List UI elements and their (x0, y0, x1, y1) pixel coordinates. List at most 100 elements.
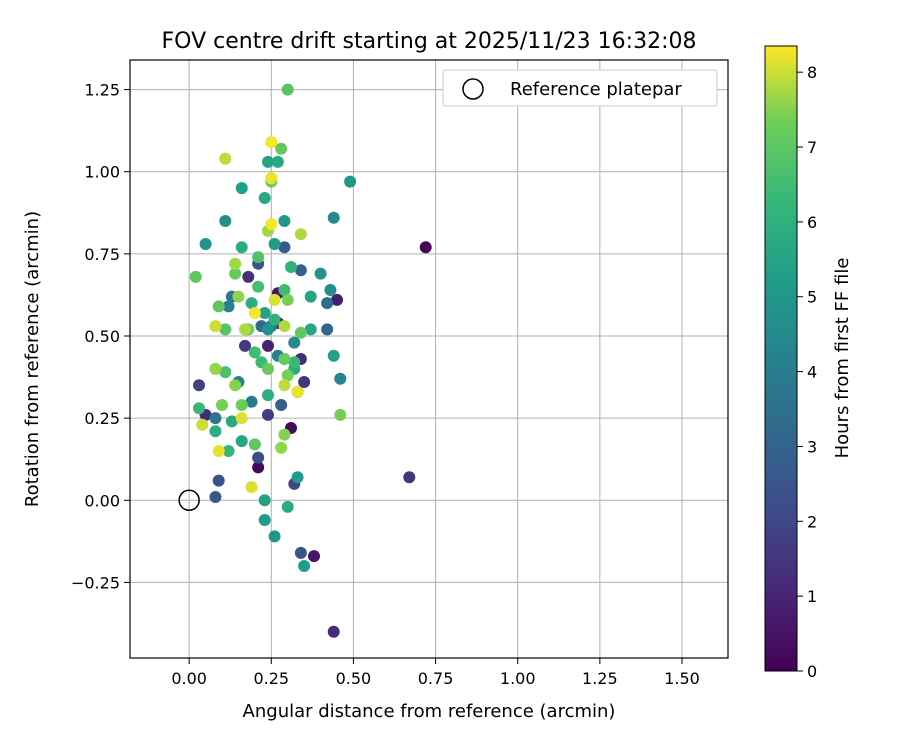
data-point (308, 550, 320, 563)
data-point (262, 155, 274, 168)
data-point (268, 293, 281, 306)
colorbar-tick-label: 3 (807, 437, 817, 456)
data-point (288, 356, 301, 369)
colorbar-tick-label: 6 (807, 213, 817, 232)
data-point (291, 385, 304, 398)
data-point (219, 366, 232, 379)
data-point (232, 290, 245, 303)
data-point (196, 418, 209, 431)
data-point (248, 307, 261, 319)
y-axis-label: Rotation from reference (arcmin) (22, 211, 43, 507)
data-point (327, 349, 340, 362)
data-point (225, 415, 238, 428)
data-point (229, 267, 242, 280)
data-point (419, 241, 432, 254)
legend: Reference platepar (442, 69, 718, 107)
data-point (193, 379, 205, 392)
x-tick-label: 0.25 (253, 669, 289, 688)
data-point (209, 320, 222, 333)
data-point (245, 297, 258, 310)
reference-platepar-marker (178, 489, 200, 512)
data-point (265, 172, 278, 185)
y-tick-label: 0.25 (84, 409, 120, 428)
colorbar-gradient (764, 45, 798, 672)
data-point (212, 300, 225, 313)
data-point (222, 300, 235, 313)
grid-lines (130, 60, 728, 658)
data-point (268, 313, 281, 326)
y-tick-label: 0.75 (84, 245, 120, 264)
data-point (275, 399, 288, 411)
data-point (304, 323, 317, 336)
data-point (212, 445, 225, 457)
data-point (222, 445, 235, 457)
x-axis-label: Angular distance from reference (arcmin) (243, 701, 616, 722)
colorbar-tick-label: 8 (807, 63, 817, 82)
data-point (304, 290, 317, 303)
data-point (334, 408, 347, 421)
colorbar-label: Hours from first FF file (832, 258, 853, 459)
data-point (209, 425, 222, 438)
data-point (281, 500, 294, 513)
colorbar: 0 1 2 3 4 5 6 7 8 Hours from first FF file (764, 45, 853, 681)
data-point (314, 267, 327, 280)
x-tick-label: 0.00 (171, 669, 207, 688)
data-point (281, 83, 294, 96)
x-tick-label: 0.75 (418, 669, 454, 688)
colorbar-tick-label: 4 (807, 363, 817, 382)
data-point (252, 451, 265, 464)
data-point (265, 136, 278, 149)
legend-reference-marker (462, 78, 484, 100)
data-point (278, 241, 291, 254)
data-point (278, 353, 291, 365)
x-tick-label: 1.25 (582, 669, 618, 688)
data-point (265, 218, 278, 231)
data-point (245, 395, 258, 408)
data-point (212, 474, 225, 487)
data-point (252, 251, 265, 264)
data-point (294, 264, 307, 277)
x-tick-label: 1.00 (500, 669, 536, 688)
data-point (298, 560, 311, 572)
y-axis-ticks: −0.25 0.00 0.25 0.50 0.75 1.00 1.25 (71, 81, 130, 592)
data-point (258, 307, 271, 319)
y-tick-label: 1.25 (84, 81, 120, 100)
y-tick-label: 0.50 (84, 327, 120, 346)
chart-title: FOV centre drift starting at 2025/11/23 … (162, 29, 697, 54)
data-point (331, 293, 343, 306)
colorbar-ticks: 0 1 2 3 4 5 6 7 8 (797, 63, 817, 681)
data-point (262, 323, 274, 336)
colorbar-tick-label: 2 (807, 512, 817, 531)
legend-entry-reference: Reference platepar (510, 79, 682, 100)
data-point (281, 293, 294, 306)
data-point (262, 389, 274, 402)
data-point (252, 280, 265, 293)
data-point (239, 323, 251, 336)
data-point (258, 514, 271, 526)
data-point (235, 241, 248, 254)
data-point (258, 192, 271, 204)
data-point (294, 228, 307, 241)
data-point (278, 320, 291, 333)
data-point (281, 369, 294, 382)
data-point (219, 152, 232, 165)
data-point (216, 399, 228, 411)
data-point (209, 412, 222, 425)
data-point (193, 402, 205, 415)
data-point (344, 175, 357, 188)
data-point (235, 182, 248, 195)
data-point (321, 297, 334, 310)
data-point (275, 441, 288, 454)
plot-frame (129, 59, 729, 659)
data-point (248, 438, 261, 451)
data-point (262, 362, 274, 375)
data-point (229, 379, 242, 392)
data-point (278, 379, 291, 392)
data-point (278, 215, 291, 227)
data-point (271, 155, 284, 168)
data-point (294, 326, 307, 339)
data-point (324, 284, 337, 296)
data-point (235, 399, 248, 411)
data-point (239, 339, 251, 352)
